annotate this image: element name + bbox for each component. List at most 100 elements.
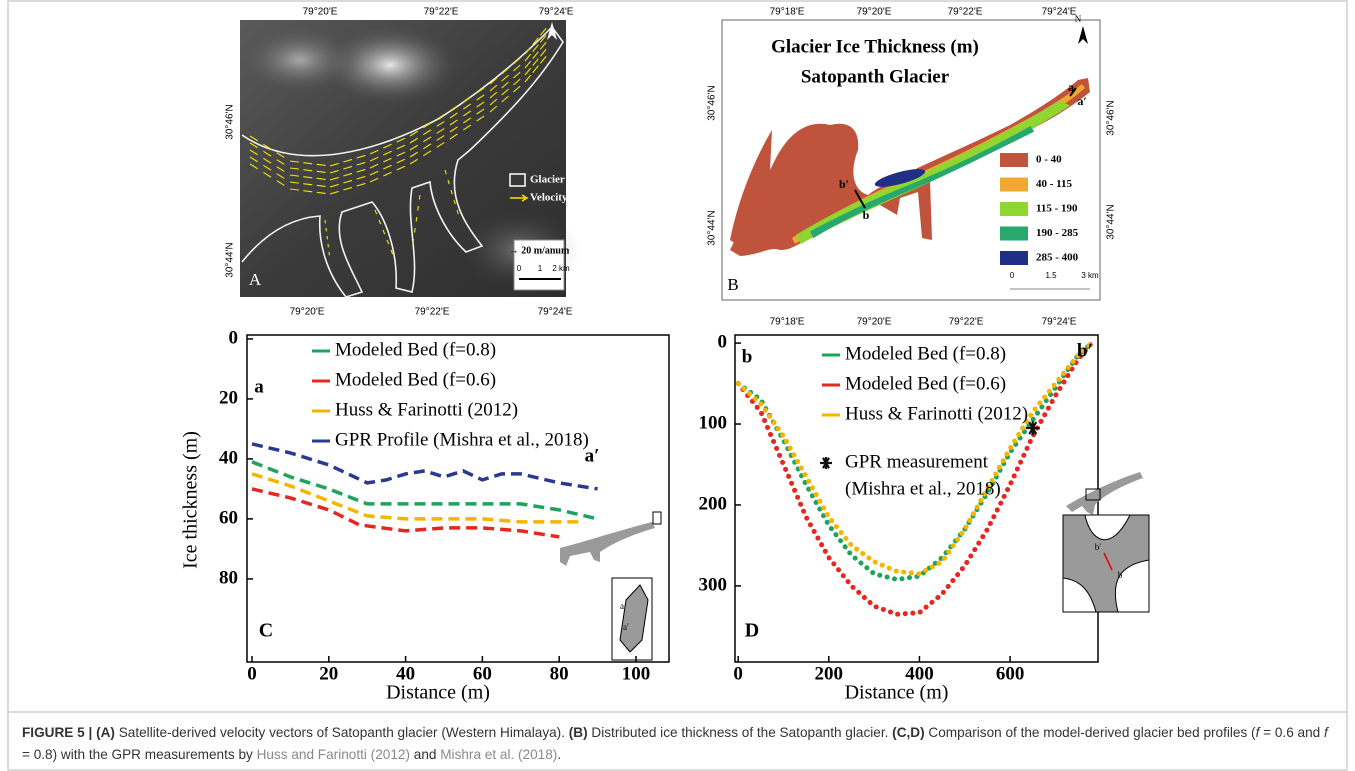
inset-label: a′	[623, 622, 629, 632]
bed-profile-line	[252, 489, 559, 537]
map-coordinate: 30°44'N	[707, 210, 718, 245]
map-legend-label: 285 - 400	[1036, 252, 1079, 264]
inset-label: a	[620, 601, 624, 611]
y-axis-label: Ice thickness (m)	[180, 431, 202, 569]
annotation: b′	[1077, 340, 1093, 361]
map-coordinate: 79°20'E	[303, 7, 338, 18]
map-legend-label: 0 - 40	[1036, 154, 1062, 166]
north-label: N	[1075, 14, 1082, 24]
map-legend-swatch	[1000, 153, 1028, 167]
map-coordinate: 79°22'E	[424, 7, 459, 18]
annotation: b	[742, 346, 753, 367]
scale-label: 3 km	[1081, 271, 1099, 280]
map-coordinate: 30°46'N	[225, 104, 236, 139]
caption-run: Comparison of the model-derived glacier …	[925, 725, 1256, 740]
legend-label: Modeled Bed (f=0.6)	[335, 369, 496, 390]
figure: 79°20'E 79°22'E 79°24'E 79°20'E 79°22'E 79°24…	[0, 0, 1355, 771]
caption-run: (A)	[96, 725, 115, 740]
x-tick-label: 0	[247, 663, 257, 684]
scale-label: 0	[1010, 271, 1015, 280]
profile-label: a′	[1077, 94, 1086, 108]
caption-run: .	[557, 747, 561, 762]
legend-label: Modeled Bed (f=0.8)	[845, 343, 1006, 364]
caption-run[interactable]: Mishra et al. (2018)	[440, 747, 557, 762]
x-axis-label: Distance (m)	[386, 682, 490, 704]
caption-run: = 0.8) with the GPR measurements by	[22, 747, 257, 762]
map-title: Glacier Ice Thickness (m)	[771, 36, 979, 57]
snow-area	[240, 25, 360, 95]
map-coordinate: 79°18'E	[770, 7, 805, 18]
caption-run: (C,D)	[892, 725, 924, 740]
y-tick-label: 0	[718, 331, 728, 352]
caption-run: (B)	[569, 725, 588, 740]
velocity-vector	[415, 228, 416, 233]
x-tick-label: 200	[815, 663, 844, 684]
caption-run: f	[1324, 725, 1328, 740]
map-legend-swatch	[1000, 178, 1028, 192]
profile-label: b′	[839, 177, 849, 191]
velocity-vector	[413, 239, 414, 244]
legend-label: GPR measurement	[845, 451, 989, 472]
profile-label: a	[1068, 80, 1074, 94]
inset-label: b	[1118, 570, 1123, 580]
legend-label: Huss & Farinotti (2012)	[335, 399, 518, 420]
north-label: N	[549, 10, 556, 20]
map-legend-label: Velocity Vector	[530, 192, 601, 204]
legend-label: GPR Profile (Mishra et al., 2018)	[335, 429, 589, 450]
y-tick-label: 20	[219, 387, 238, 408]
map-legend-swatch	[1000, 202, 1028, 216]
x-tick-label: 80	[550, 663, 569, 684]
legend-label: (Mishra et al., 2018)	[845, 478, 1001, 499]
x-tick-label: 0	[733, 663, 743, 684]
y-tick-label: 60	[219, 507, 238, 528]
map-coordinate: 79°22'E	[949, 317, 984, 328]
inset-label: b′	[1095, 542, 1102, 552]
map-coordinate: 79°24'E	[1042, 7, 1077, 18]
caption-run: = 0.6 and	[1259, 725, 1324, 740]
page: { "maps": { "panel_a": { "top_coords": […	[0, 0, 1355, 771]
map-legend-label: Glacier Outline	[530, 174, 603, 186]
map-coordinate: 79°24'E	[539, 7, 574, 18]
annotation: D	[745, 620, 759, 642]
map-coordinate: 79°24'E	[1042, 317, 1077, 328]
y-tick-label: 40	[219, 447, 238, 468]
annotation: C	[259, 620, 273, 642]
map-coordinate: 79°20'E	[290, 307, 325, 318]
annotation: a′	[585, 445, 600, 466]
scale-label: 1	[538, 264, 543, 273]
velocity-scale: → 20 m/anum	[509, 245, 570, 256]
legend-label: Modeled Bed (f=0.8)	[335, 339, 496, 360]
map-coordinate: 30°46'N	[1106, 100, 1117, 135]
map-legend-label: 190 - 285	[1036, 227, 1079, 239]
map-coordinate: 79°20'E	[857, 317, 892, 328]
caption: FIGURE 5 | (A) Satellite-derived velocit…	[22, 722, 1332, 766]
legend-label: Huss & Farinotti (2012)	[845, 403, 1028, 424]
map-coordinate: 79°22'E	[948, 7, 983, 18]
map-coordinate: 30°44'N	[225, 242, 236, 277]
figure-frame	[8, 1, 1347, 770]
profile-label: b	[863, 208, 870, 222]
caption-run: Distributed ice thickness of the Satopan…	[588, 725, 893, 740]
caption-run: and	[410, 747, 440, 762]
caption-run: FIGURE 5 |	[22, 725, 96, 740]
map-coordinate: 79°20'E	[857, 7, 892, 18]
map-legend-label: 115 - 190	[1036, 203, 1078, 215]
inset-locator-c	[653, 512, 661, 524]
scale-label: 2 km	[552, 264, 570, 273]
map-coordinate: 30°44'N	[1106, 204, 1117, 239]
caption-run[interactable]: Huss and Farinotti (2012)	[257, 747, 410, 762]
map-coordinate: 30°46'N	[707, 85, 718, 120]
panel-label: A	[249, 270, 262, 289]
asterisk-marker	[820, 457, 832, 469]
y-tick-label: 80	[219, 567, 238, 588]
annotation: a	[254, 376, 264, 397]
y-tick-label: 300	[699, 574, 728, 595]
x-tick-label: 100	[622, 663, 651, 684]
map-coordinate: 79°24'E	[538, 307, 573, 318]
map-coordinate: 79°18'E	[770, 317, 805, 328]
map-title: Satopanth Glacier	[801, 66, 950, 87]
map-legend-swatch	[1000, 251, 1028, 265]
map-legend-label: 40 - 115	[1036, 178, 1073, 190]
inset-glacier-d	[1066, 472, 1143, 515]
x-axis-label: Distance (m)	[845, 682, 949, 704]
